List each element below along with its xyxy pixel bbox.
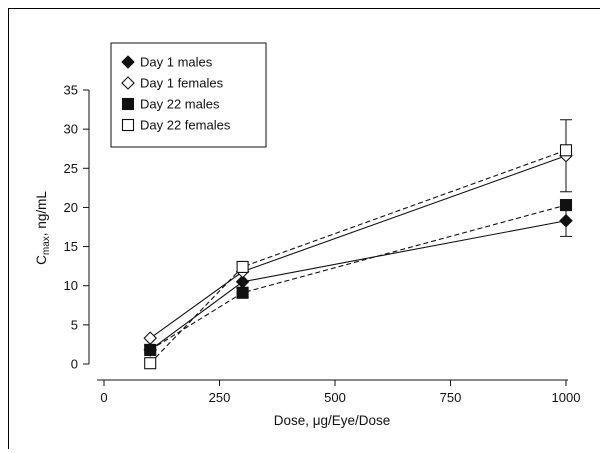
y-tick-label: 35 [64, 83, 78, 98]
x-tick-label: 500 [324, 390, 346, 405]
y-axis-label-main: C [34, 255, 49, 265]
legend-marker [121, 97, 135, 111]
x-tick-label: 0 [100, 390, 107, 405]
legend-marker [121, 76, 135, 90]
legend-marker [121, 55, 135, 69]
x-ticks: 0 250 500 750 1000 [100, 380, 580, 405]
y-tick-label: 30 [64, 122, 78, 137]
x-tick-label: 250 [209, 390, 231, 405]
data-point-day-1-females [143, 331, 157, 345]
data-point-day-22-males [559, 199, 573, 212]
legend: Day 1 males Day 1 females Day 22 males Day … [110, 42, 267, 148]
data-point-day-22-males [236, 286, 249, 299]
y-tick-label: 20 [64, 200, 78, 215]
legend-label: Day 22 females [140, 118, 231, 133]
y-axis-label: Cmax, ng/mL [34, 191, 52, 265]
data-point-day-1-males [559, 213, 573, 228]
y-tick-label: 15 [64, 239, 78, 254]
y-tick-label: 25 [64, 161, 78, 176]
y-tick-label: 10 [64, 278, 78, 293]
x-axis-label: Dose, μg/Eye/Dose [274, 413, 391, 428]
figure-frame [8, 8, 600, 449]
x-tick-label: 1000 [552, 390, 581, 405]
series-lines [149, 149, 567, 364]
data-point-day-22-males [144, 343, 157, 356]
series-line-day-22-males [149, 204, 567, 351]
data-point-day-22-females [144, 357, 157, 370]
legend-label: Day 1 males [140, 55, 213, 70]
y-axis-label-subscript: max [41, 236, 52, 255]
legend-marker [121, 118, 135, 132]
y-tick-label: 0 [71, 357, 78, 372]
axes [88, 90, 568, 381]
y-ticks: 0 5 10 15 20 25 30 35 [64, 83, 89, 372]
series-line-day-1-males [149, 220, 567, 351]
legend-label: Day 22 males [140, 97, 220, 112]
data-point-day-22-females [559, 144, 573, 157]
legend-label: Day 1 females [140, 76, 224, 91]
legend-box [110, 42, 267, 148]
y-axis-label-unit: , ng/mL [34, 191, 49, 237]
series-markers [143, 144, 573, 370]
x-tick-label: 750 [440, 390, 462, 405]
data-point-day-22-females [236, 260, 249, 273]
y-tick-label: 5 [71, 317, 78, 332]
series-line-day-22-females [149, 149, 567, 364]
